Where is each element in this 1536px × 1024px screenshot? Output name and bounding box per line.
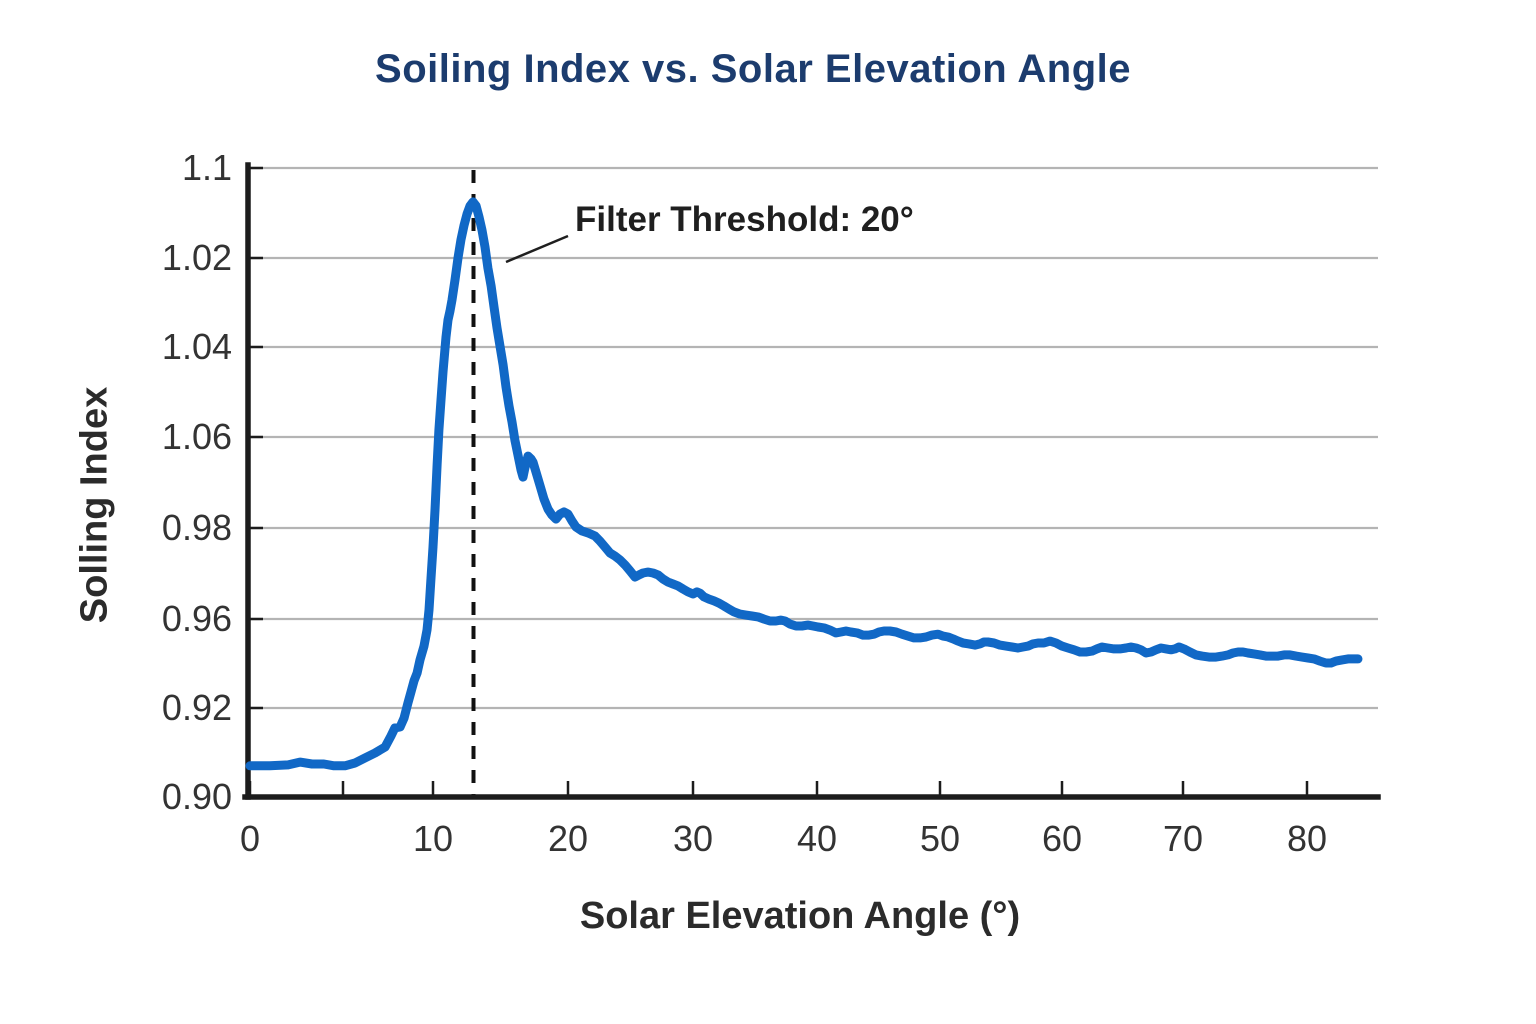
y-tick-label: 0.96 — [161, 598, 232, 639]
x-tick-label: 20 — [547, 818, 589, 859]
x-tick-label: 0 — [239, 818, 261, 859]
y-tick-label: 1.1 — [181, 147, 232, 188]
x-tick-label: 80 — [1286, 818, 1328, 859]
chart-title: Soiling Index vs. Solar Elevation Angle — [375, 47, 1131, 91]
x-tick-label: 70 — [1162, 818, 1204, 859]
x-tick-label: 40 — [796, 818, 838, 859]
x-tick-label: 50 — [919, 818, 961, 859]
y-tick-label: 0.90 — [161, 776, 232, 817]
soiling-index-curve — [245, 197, 1363, 771]
threshold-annotation-label: Filter Threshold: 20° — [575, 200, 914, 239]
y-tick-label: 1.04 — [161, 326, 232, 367]
x-tick-label: 30 — [672, 818, 714, 859]
annotation-leader-line — [505, 234, 569, 264]
y-tick-label: 1.02 — [161, 237, 232, 278]
y-tick-label: 0.98 — [161, 507, 232, 548]
y-tick-label: 0.92 — [161, 687, 232, 728]
x-tick-label: 10 — [412, 818, 454, 859]
y-tick-label: 1.06 — [161, 416, 232, 457]
x-tick-label: 60 — [1041, 818, 1083, 859]
x-axis-label: Solar Elevation Angle (°) — [579, 895, 1021, 937]
y-axis-label: Solling Index — [73, 386, 116, 624]
